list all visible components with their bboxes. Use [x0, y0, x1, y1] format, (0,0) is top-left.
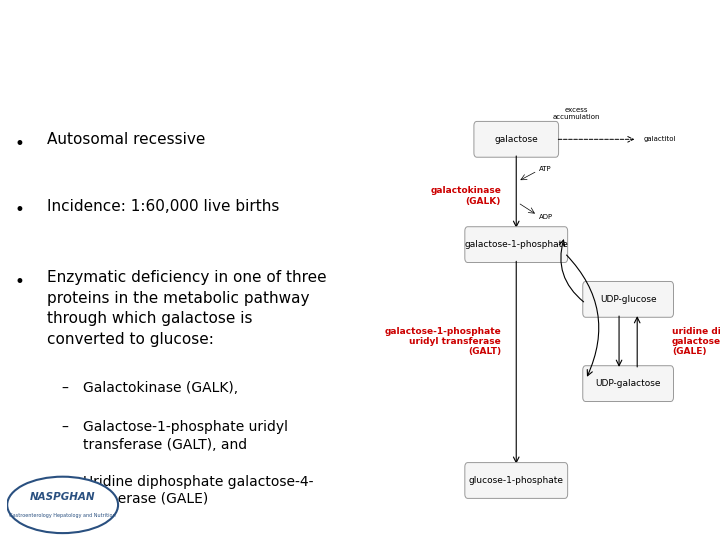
Text: Incidence: 1:60,000 live births: Incidence: 1:60,000 live births	[47, 199, 279, 214]
Text: ATP: ATP	[539, 166, 552, 172]
FancyBboxPatch shape	[582, 281, 673, 318]
Text: galactose: galactose	[495, 135, 538, 144]
Text: Autosomal recessive: Autosomal recessive	[47, 132, 205, 147]
Text: galactose-1-phosphate
uridyl transferase
(GALT): galactose-1-phosphate uridyl transferase…	[384, 327, 501, 356]
Text: Galactokinase (GALK),: Galactokinase (GALK),	[83, 381, 238, 395]
Text: glucose-1-phosphate: glucose-1-phosphate	[469, 476, 564, 485]
Text: Galactosemia: Galactosemia	[275, 61, 445, 81]
Text: NASPGHAN: NASPGHAN	[30, 492, 95, 503]
Text: ADP: ADP	[539, 214, 553, 220]
Text: galactitol: galactitol	[643, 136, 676, 143]
FancyBboxPatch shape	[465, 463, 567, 498]
Text: –: –	[61, 382, 68, 396]
Text: galactokinase
(GALK): galactokinase (GALK)	[431, 186, 501, 206]
Text: UDP-galactose: UDP-galactose	[595, 379, 661, 388]
Text: •: •	[14, 201, 24, 219]
Text: UDP-glucose: UDP-glucose	[600, 295, 657, 304]
Text: excess
accumulation: excess accumulation	[553, 107, 600, 120]
FancyBboxPatch shape	[474, 122, 559, 157]
Text: uridine diphosphate
galactose-4-epimerase
(GALE): uridine diphosphate galactose-4-epimeras…	[672, 327, 720, 356]
Text: Uridine diphosphate galactose-4-
epimerase (GALE): Uridine diphosphate galactose-4- epimera…	[83, 475, 313, 507]
Text: galactose-1-phosphate: galactose-1-phosphate	[464, 240, 568, 249]
Text: Enzymatic deficiency in one of three
proteins in the metabolic pathway
through w: Enzymatic deficiency in one of three pro…	[47, 271, 326, 347]
Text: •: •	[14, 273, 24, 291]
FancyBboxPatch shape	[465, 227, 567, 262]
FancyBboxPatch shape	[582, 366, 673, 402]
Text: •: •	[14, 134, 24, 153]
Ellipse shape	[7, 477, 118, 533]
Text: Disorders of Carbohydrate Metabolism -: Disorders of Carbohydrate Metabolism -	[108, 26, 612, 46]
Text: –: –	[61, 421, 68, 435]
Text: –: –	[61, 475, 68, 489]
Text: Galactose-1-phosphate uridyl
transferase (GALT), and: Galactose-1-phosphate uridyl transferase…	[83, 420, 288, 451]
Text: Gastroenterology Hepatology and Nutrition: Gastroenterology Hepatology and Nutritio…	[9, 513, 116, 518]
